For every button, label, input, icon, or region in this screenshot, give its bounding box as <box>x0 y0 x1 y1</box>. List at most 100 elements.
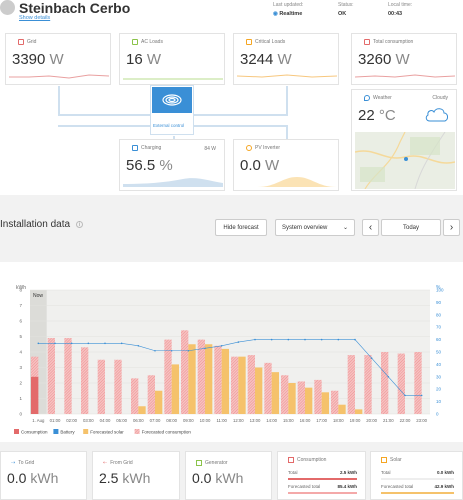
weather-map[interactable] <box>355 132 455 189</box>
battery-point <box>304 338 306 341</box>
forecast-solar-bar <box>288 383 296 414</box>
x-tick-label: 20:00 <box>366 418 377 423</box>
solar-total-value: 0.0 kWh <box>436 470 454 475</box>
chart-panel: Now 0 1 2 3 4 5 6 7 8 0 10 20 30 40 50 60 70 80 90 100 kWh% 1.… <box>0 262 463 442</box>
forecast-consumption-bar <box>281 375 289 414</box>
installation-title-text: Installation data <box>0 219 71 230</box>
legend-swatch <box>83 429 89 434</box>
charging-card[interactable]: Charging 84 W 56.5 % <box>119 139 225 191</box>
consumption-summary-card[interactable]: Consumption Total 2.5 kWh Forecasted tota… <box>277 451 366 500</box>
solar-summary-icon <box>381 457 387 463</box>
y2-tick-label: 70 <box>436 325 442 330</box>
today-button[interactable]: Today <box>381 219 441 236</box>
forecast-consumption-bar <box>347 355 355 414</box>
generator-card[interactable]: Generator 0.0 kWh <box>185 451 272 500</box>
header: Steinbach Cerbo Show details Last update… <box>0 0 463 25</box>
y-tick-label: 3 <box>19 365 22 370</box>
solar-summary-card[interactable]: Solar Total 0.0 kWh Forecasted total 42.9 … <box>370 451 463 500</box>
y-tick-label: 8 <box>19 288 22 293</box>
local-time: Local time: 00:43 <box>388 2 412 17</box>
forecast-consumption-bar <box>131 378 139 414</box>
battery-icon <box>132 145 138 151</box>
y-tick-label: 0 <box>19 412 22 417</box>
y-tick-label: 5 <box>19 334 22 339</box>
x-tick-label: 14:00 <box>266 418 277 423</box>
forecast-consumption-bar <box>197 339 205 414</box>
total-consumption-value-unit: W <box>395 51 410 68</box>
pv-inverter-card[interactable]: PV Inverter 0.0 W <box>233 139 339 191</box>
weather-value-number: 22 <box>358 107 375 124</box>
show-details-link[interactable]: Show details <box>19 15 51 21</box>
wire <box>194 114 288 116</box>
forecast-consumption-bar <box>364 355 372 414</box>
total-consumption-card[interactable]: Total consumption 3260 W <box>351 33 457 85</box>
charging-sparkline <box>123 178 223 187</box>
inverter-box[interactable]: External control <box>150 85 194 135</box>
consumption-forecast-value: 85.4 kWh <box>337 484 357 489</box>
consumption-total-row: Total 2.5 kWh <box>288 470 357 475</box>
legend-label: Battery <box>60 430 75 435</box>
grid-card-title: Grid <box>18 39 36 45</box>
solar-total-label: Total <box>381 470 391 475</box>
critical-loads-card-title: Critical Loads <box>246 39 285 45</box>
battery-point <box>370 357 373 359</box>
x-tick-label: 04:00 <box>100 418 111 423</box>
consumption-forecast-row: Forecasted total 85.4 kWh <box>288 484 357 489</box>
grid-card[interactable]: Grid 3390 W <box>5 33 111 85</box>
y-tick-label: 4 <box>19 350 22 355</box>
x-tick-label: 09:00 <box>183 418 194 423</box>
forecast-solar-bar <box>355 409 363 414</box>
generator-value-unit: kWh <box>215 470 244 486</box>
charging-value-unit: % <box>159 157 173 174</box>
battery-point <box>170 349 173 352</box>
prev-day-button[interactable]: ‹ <box>362 219 379 236</box>
charging-card-title: Charging <box>132 145 161 151</box>
chevron-down-icon: ⌄ <box>342 225 348 231</box>
charging-value-number: 56.5 <box>126 157 156 174</box>
forecast-consumption-bar <box>64 338 72 414</box>
next-day-button[interactable]: › <box>443 219 460 236</box>
battery-point <box>420 394 423 397</box>
to-grid-card[interactable]: ⇢ To Grid 0.0 kWh <box>0 451 87 500</box>
sun-icon <box>246 145 252 151</box>
grid-value-unit: W <box>49 51 64 68</box>
consumption-bar <box>31 376 39 414</box>
battery-point <box>187 349 190 352</box>
pv-inverter-sparkline <box>237 177 337 187</box>
hide-forecast-button[interactable]: Hide forecast <box>215 219 267 236</box>
consumption-forecast-bar <box>288 492 357 494</box>
from-grid-value: 2.5 kWh <box>99 470 150 486</box>
critical-loads-value-number: 3244 <box>240 51 274 68</box>
y-tick-label: 1 <box>19 396 22 401</box>
x-tick-label: 12:00 <box>233 418 244 423</box>
charging-value: 56.5 % <box>126 157 173 174</box>
y2-tick-label: 40 <box>436 362 442 367</box>
critical-loads-sparkline <box>237 74 337 78</box>
from-grid-card[interactable]: ⇠ From Grid 2.5 kWh <box>92 451 180 500</box>
y-axis-label: kWh <box>16 285 26 291</box>
cloud-icon <box>425 108 448 122</box>
x-tick-label: 01:00 <box>50 418 61 423</box>
total-consumption-value-number: 3260 <box>358 51 392 68</box>
x-tick-label: 05:00 <box>116 418 127 423</box>
to-grid-value: 0.0 kWh <box>7 470 58 486</box>
battery-point <box>254 338 256 341</box>
critical-loads-card[interactable]: Critical Loads 3244 W <box>233 33 339 85</box>
consumption-summary-label: Consumption <box>297 457 327 463</box>
last-updated-text: Realtime <box>279 11 303 17</box>
info-icon[interactable]: i <box>76 221 84 228</box>
forecast-solar-bar <box>155 390 163 414</box>
battery-point <box>237 341 240 343</box>
ac-loads-card[interactable]: AC Loads 16 W <box>119 33 225 85</box>
wire <box>286 86 288 116</box>
site-avatar <box>0 0 15 15</box>
inverter-logo <box>152 87 192 113</box>
overview-select[interactable]: System overview ⌄ <box>275 219 355 236</box>
y2-tick-label: 0 <box>436 412 439 417</box>
weather-condition: Cloudy <box>432 95 448 101</box>
y2-tick-label: 100 <box>436 288 444 293</box>
x-tick-label: 1. Aug <box>32 418 45 423</box>
critical-loads-label: Critical Loads <box>255 39 286 45</box>
weather-card[interactable]: Weather Cloudy 22 °C <box>351 89 457 191</box>
x-tick-label: 19:00 <box>350 418 361 423</box>
